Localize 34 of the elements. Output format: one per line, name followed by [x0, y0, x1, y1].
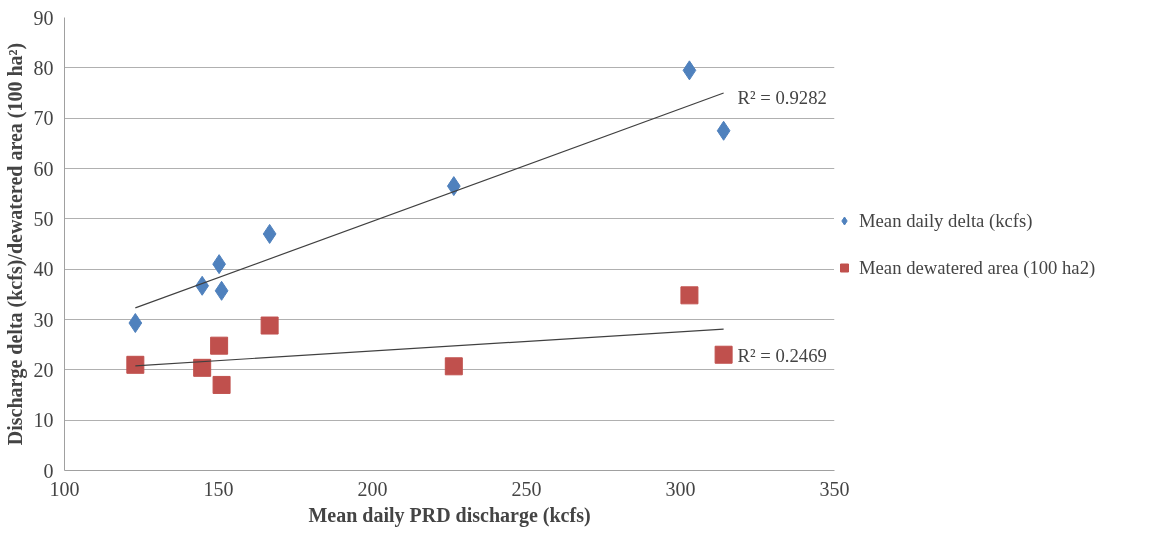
y-tick-label: 10	[33, 409, 54, 432]
annotation: R² = 0.2469	[737, 344, 827, 366]
point	[682, 60, 697, 81]
x-tick-label: 150	[203, 477, 234, 500]
x-tick-label: 250	[511, 477, 542, 500]
y-tick-label: 20	[33, 358, 54, 381]
x-tick-label: 350	[819, 477, 850, 500]
y-tick-label: 40	[33, 258, 54, 281]
annotation: R² = 0.9282	[737, 86, 827, 108]
x-axis-title: Mean daily PRD discharge (kcfs)	[308, 503, 591, 527]
y-tick-label: 50	[33, 207, 54, 230]
y-tick-label: 70	[33, 107, 54, 130]
point	[214, 280, 229, 301]
point	[446, 176, 461, 197]
legend-label: Mean daily delta (kcfs)	[859, 209, 1033, 231]
y-tick-label: 80	[33, 56, 54, 79]
point	[128, 313, 143, 334]
point	[262, 223, 277, 244]
y-tick-label: 30	[33, 308, 54, 331]
point	[716, 120, 731, 141]
point	[210, 336, 229, 355]
point	[680, 286, 699, 305]
point	[126, 355, 145, 374]
y-axis-title: Discharge delta (kcfs)/dewatered area (100 ha²)	[3, 42, 27, 446]
point	[260, 316, 279, 335]
y-tick-label: 90	[33, 6, 54, 29]
point	[714, 345, 733, 364]
x-tick-label: 200	[357, 477, 388, 500]
point	[193, 358, 212, 377]
point	[212, 375, 231, 394]
x-tick-label: 300	[665, 477, 696, 500]
legend-label: Mean dewatered area (100 ha2)	[859, 256, 1096, 278]
point	[444, 357, 463, 376]
y-tick-label: 60	[33, 157, 54, 180]
